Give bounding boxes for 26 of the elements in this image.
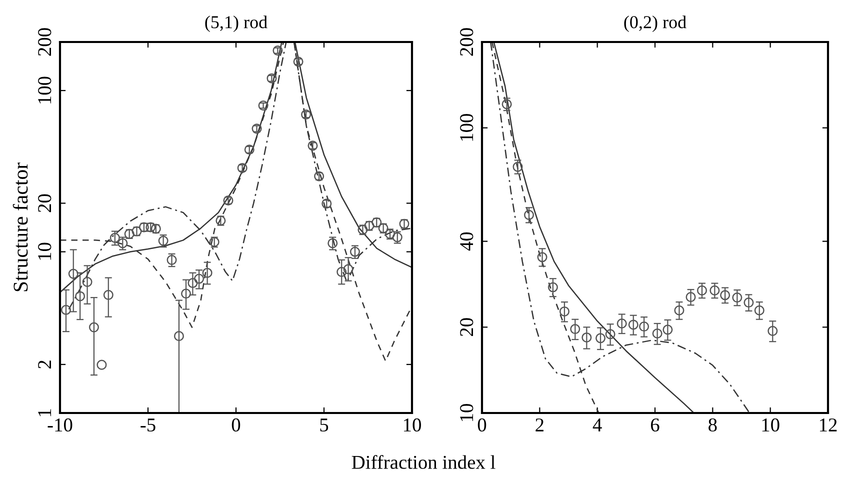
x-tick-label: 0 (232, 418, 240, 432)
x-axis-title: Diffraction index l (352, 455, 496, 469)
y-tick-label: 1 (38, 409, 51, 416)
x-tick-label: -5 (140, 418, 156, 432)
y-tick-label: 40 (460, 232, 474, 251)
y-tick-label: 2 (38, 360, 51, 368)
chart-title: (5,1) rod (205, 16, 268, 32)
y-tick-label: 200 (460, 28, 474, 56)
chart-title: (0,2) rod (624, 16, 686, 32)
x-tick-label: 4 (592, 418, 602, 432)
y-tick-label: 100 (460, 114, 474, 141)
y-tick-label: 20 (38, 194, 52, 212)
x-tick-label: 10 (762, 418, 780, 432)
x-tick-label: 6 (650, 418, 660, 432)
x-tick-label: 12 (820, 418, 837, 432)
x-tick-label: 2 (536, 418, 544, 432)
y-tick-label: 100 (38, 76, 52, 104)
y-axis-title: Structure factor (12, 162, 28, 292)
x-tick-label: 10 (404, 418, 421, 432)
y-tick-label: 10 (38, 242, 52, 260)
y-tick-label: 200 (38, 28, 52, 56)
x-tick-label: 8 (708, 418, 717, 432)
x-tick-label: 0 (478, 418, 486, 432)
y-tick-label: 20 (460, 318, 474, 336)
x-tick-label: -10 (48, 418, 72, 432)
x-tick-label: 5 (320, 418, 328, 432)
